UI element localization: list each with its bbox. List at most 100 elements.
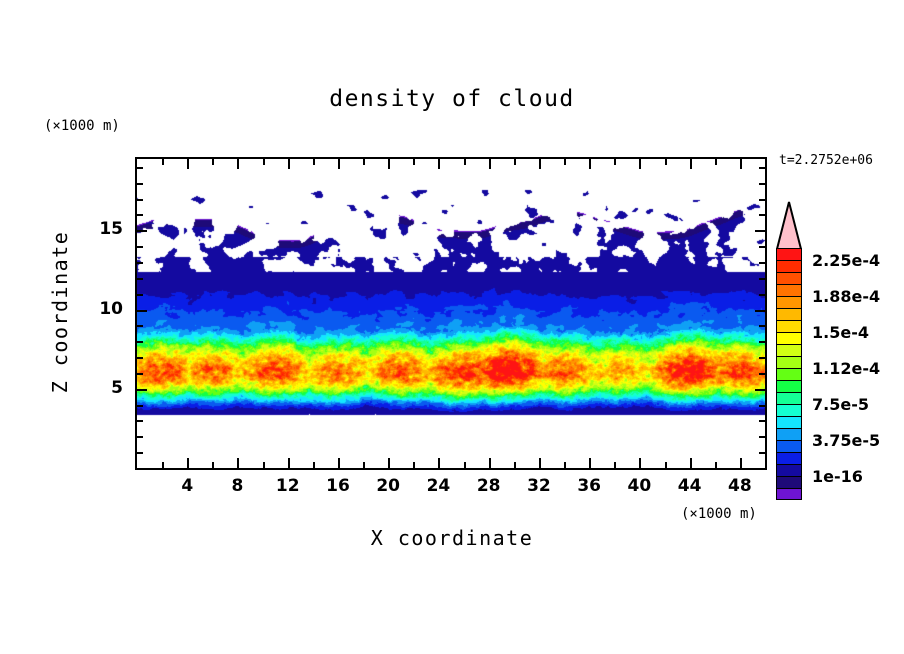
y-tick [137, 389, 147, 391]
x-tick-top [212, 159, 214, 165]
y-tick [137, 420, 143, 422]
chart-title: density of cloud [329, 86, 575, 112]
colorbar-band [776, 260, 802, 272]
x-tick-top [740, 159, 742, 169]
y-tick [137, 373, 143, 375]
colorbar-band [776, 476, 802, 488]
y-tick [137, 405, 143, 407]
y-tick-right [759, 420, 765, 422]
colorbar-tick-label: 1.88e-4 [812, 287, 881, 306]
x-tick-label: 28 [476, 476, 501, 496]
colorbar-band [776, 284, 802, 296]
y-tick-right [759, 262, 765, 264]
y-tick-right [759, 183, 765, 185]
x-tick-top [489, 159, 491, 169]
x-tick-top [639, 159, 641, 169]
y-tick [137, 167, 143, 169]
x-tick-top [187, 159, 189, 169]
x-tick [212, 462, 214, 468]
x-tick [639, 458, 641, 468]
x-tick-top [464, 159, 466, 165]
y-tick [137, 341, 143, 343]
x-tick-label: 20 [376, 476, 401, 496]
x-tick-top [589, 159, 591, 169]
x-tick [489, 458, 491, 468]
colorbar-band [776, 332, 802, 344]
y-axis-units-label: (×1000 m) [44, 118, 120, 134]
x-tick-top [564, 159, 566, 165]
colorbar-bands [776, 248, 802, 500]
y-tick [137, 199, 143, 201]
colorbar-band [776, 440, 802, 452]
x-tick-label: 48 [728, 476, 752, 496]
y-tick-right [759, 167, 765, 169]
colorbar-tick-label: 2.25e-4 [812, 251, 881, 270]
y-tick-right [759, 357, 765, 359]
colorbar-band [776, 416, 802, 428]
x-tick [539, 458, 541, 468]
colorbar-tick-label: 1e-16 [812, 467, 863, 486]
x-tick [438, 458, 440, 468]
colorbar-band [776, 320, 802, 332]
y-tick-label: 15 [99, 219, 123, 240]
y-tick-right [759, 325, 765, 327]
x-tick-top [438, 159, 440, 169]
x-tick [614, 462, 616, 468]
x-tick [464, 462, 466, 468]
x-tick-label: 4 [181, 476, 194, 496]
y-tick-right [759, 341, 765, 343]
x-tick-top [715, 159, 717, 165]
colorbar-band [776, 248, 802, 260]
x-tick-label: 40 [627, 476, 652, 496]
x-tick-label: 44 [677, 476, 702, 496]
x-tick [263, 462, 265, 468]
colorbar-band [776, 368, 802, 380]
y-tick [137, 246, 143, 248]
colorbar-tick-label: 7.5e-5 [812, 395, 869, 414]
colorbar-band [776, 464, 802, 476]
x-tick [514, 462, 516, 468]
x-tick-top [413, 159, 415, 165]
x-tick [413, 462, 415, 468]
colorbar-band [776, 296, 802, 308]
colorbar-band [776, 380, 802, 392]
contour-field [137, 159, 765, 468]
colorbar-band [776, 344, 802, 356]
x-tick [589, 458, 591, 468]
colorbar-band [776, 392, 802, 404]
y-tick-right [759, 214, 765, 216]
x-tick-label: 36 [577, 476, 601, 496]
y-tick [137, 452, 143, 454]
y-tick-right [759, 452, 765, 454]
x-axis-title: X coordinate [370, 526, 534, 550]
x-tick-top [388, 159, 390, 169]
plot-area [135, 157, 767, 470]
y-tick-right [759, 405, 765, 407]
y-tick [137, 278, 143, 280]
y-tick-right [759, 278, 765, 280]
y-tick [137, 325, 143, 327]
x-tick-label: 32 [527, 476, 551, 496]
x-tick [690, 458, 692, 468]
x-tick-top [338, 159, 340, 169]
x-tick-top [514, 159, 516, 165]
x-tick-label: 12 [275, 476, 300, 496]
colorbar-band [776, 452, 802, 464]
y-tick-label: 10 [99, 298, 123, 319]
y-axis-title: Z coordinate [48, 230, 72, 394]
x-tick-top [363, 159, 365, 165]
y-tick-right [755, 310, 765, 312]
y-tick [137, 357, 143, 359]
x-tick [715, 462, 717, 468]
y-tick-right [759, 246, 765, 248]
y-tick [137, 230, 147, 232]
x-tick [313, 462, 315, 468]
x-tick [740, 458, 742, 468]
x-tick-top [288, 159, 290, 169]
colorbar-band [776, 404, 802, 416]
colorbar-band [776, 488, 802, 500]
time-annotation: t=2.2752e+06 [779, 153, 873, 168]
colorbar-band [776, 308, 802, 320]
colorbar-tick-label: 1.12e-4 [812, 359, 881, 378]
